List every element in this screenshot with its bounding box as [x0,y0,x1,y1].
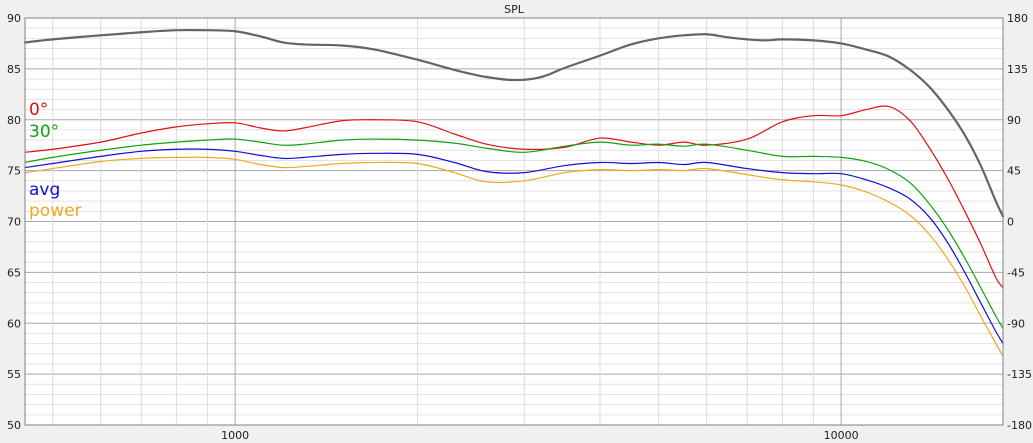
y-tick-label: 80 [7,114,21,127]
y2-tick-label: 90 [1007,114,1021,127]
y-axis-left: 90 85 80 75 70 65 60 55 50 [7,12,21,432]
series-line-avg [24,148,1004,345]
legend-entry: power [29,201,82,221]
x-axis: 1000 10000 [221,429,858,442]
y2-tick-label: 0 [1007,216,1014,229]
y2-tick-label: 45 [1007,165,1021,178]
y-tick-label: 65 [7,266,21,279]
y-tick-label: 55 [7,368,21,381]
y2-tick-label: -45 [1007,266,1025,279]
y-tick-label: 85 [7,63,21,76]
y-tick-label: 50 [7,419,21,432]
grid [25,18,1003,425]
series-group [23,28,1005,357]
legend-entry: 30° [29,122,59,142]
y2-tick-label: -180 [1007,419,1032,432]
y-tick-label: 60 [7,317,21,330]
plot-frame [24,17,1004,426]
series-line-30 [24,138,1004,329]
y2-tick-label: -135 [1007,368,1032,381]
legend-entry: 0° [29,100,48,120]
y-tick-label: 90 [7,12,21,25]
y2-tick-label: 135 [1007,63,1028,76]
y-tick-label: 75 [7,165,21,178]
series-line-power [24,156,1004,357]
x-tick-label: 10000 [824,429,859,442]
y2-tick-label: 180 [1007,12,1028,25]
y2-tick-label: -90 [1007,317,1025,330]
x-tick-label: 1000 [221,429,249,442]
y-tick-label: 70 [7,216,21,229]
series-line-reference [23,28,1005,218]
y-axis-right: 180 135 90 45 0 -45 -90 -135 -180 [1007,12,1032,432]
chart-title: SPL [504,3,525,16]
series-line-0 [24,105,1004,289]
legend-entry: avg [29,180,60,200]
